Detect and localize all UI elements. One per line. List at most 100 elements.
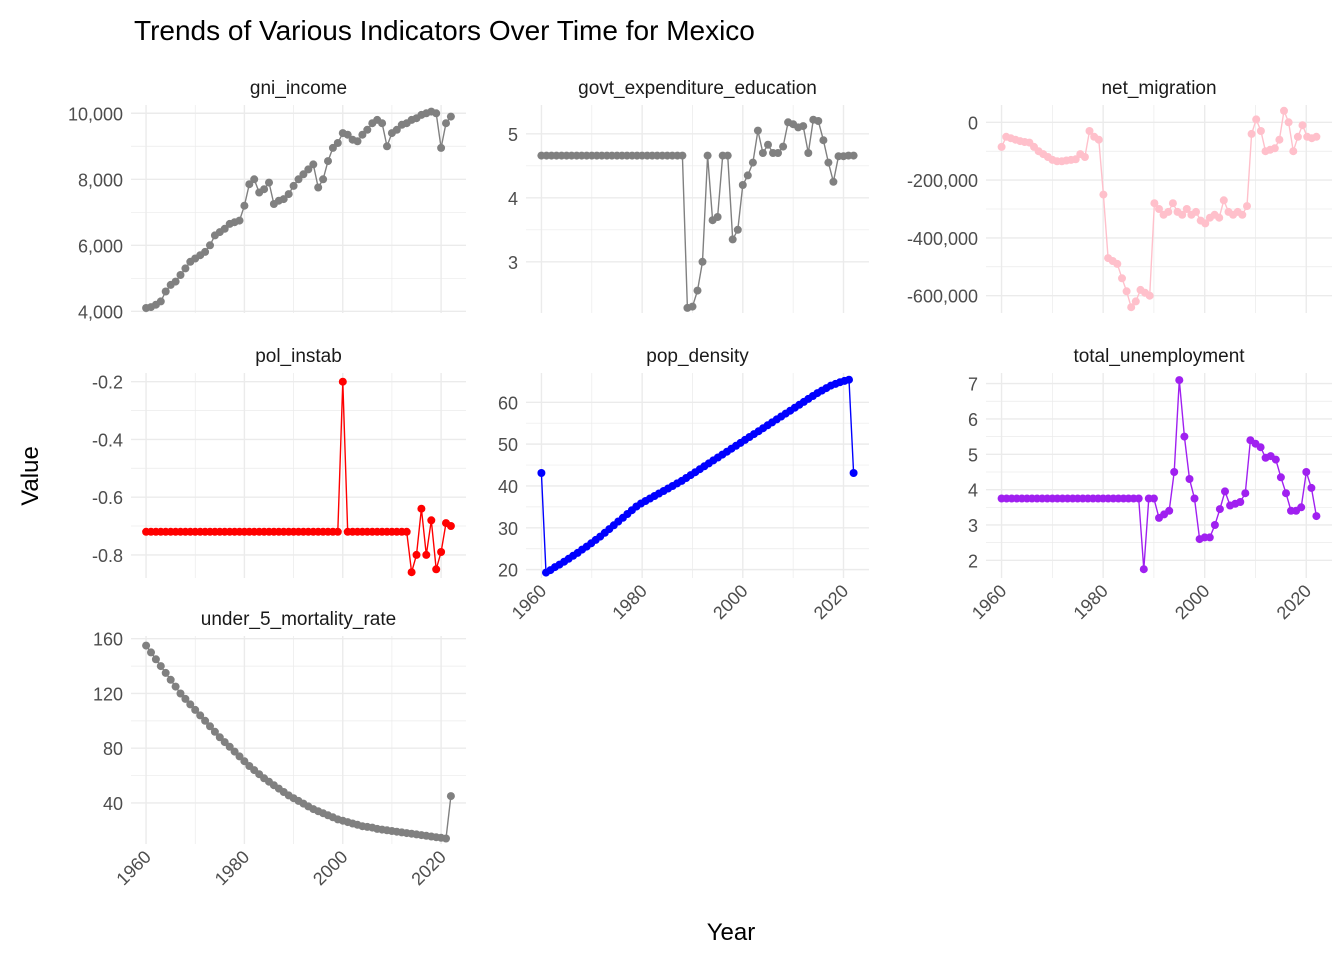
data-point bbox=[1205, 533, 1214, 542]
data-point bbox=[265, 178, 273, 187]
data-point bbox=[156, 662, 165, 671]
data-point bbox=[245, 180, 254, 189]
data-point bbox=[210, 727, 219, 736]
data-point bbox=[829, 177, 838, 186]
data-point bbox=[819, 136, 828, 145]
panel-title: gni_income bbox=[250, 78, 347, 99]
data-point bbox=[537, 469, 546, 477]
data-point bbox=[176, 271, 185, 279]
data-point bbox=[1312, 132, 1321, 141]
data-point bbox=[328, 143, 337, 152]
y-tick-label: 40 bbox=[498, 477, 518, 497]
data-point bbox=[1238, 210, 1247, 219]
panel-title: total_unemployment bbox=[1073, 346, 1245, 367]
data-point bbox=[678, 151, 687, 160]
data-point bbox=[1185, 475, 1194, 483]
data-point bbox=[171, 277, 180, 286]
data-point bbox=[1247, 129, 1256, 138]
data-point bbox=[383, 142, 391, 151]
data-point bbox=[713, 213, 722, 221]
data-point bbox=[1284, 118, 1293, 127]
data-point bbox=[235, 752, 244, 761]
data-point bbox=[402, 527, 411, 536]
data-point bbox=[442, 119, 450, 128]
data-point bbox=[1236, 498, 1245, 506]
data-point bbox=[1302, 468, 1311, 476]
y-tick-label: 5 bbox=[968, 445, 978, 465]
data-point bbox=[279, 195, 288, 204]
data-point bbox=[215, 733, 224, 742]
data-point bbox=[693, 286, 702, 295]
data-point bbox=[1150, 199, 1159, 208]
y-tick-label: 8,000 bbox=[78, 170, 123, 190]
y-tick-label: -200,000 bbox=[907, 171, 978, 191]
data-point bbox=[1298, 121, 1307, 130]
data-point bbox=[437, 548, 446, 556]
data-point bbox=[1243, 202, 1251, 211]
y-tick-label: -0.2 bbox=[92, 373, 123, 393]
data-point bbox=[289, 181, 298, 190]
y-tick-label: 6,000 bbox=[78, 236, 123, 256]
data-point bbox=[799, 122, 808, 131]
data-point bbox=[196, 711, 205, 720]
data-point bbox=[363, 125, 372, 134]
data-point bbox=[764, 140, 772, 149]
y-tick-label: -0.6 bbox=[92, 488, 123, 508]
data-point bbox=[417, 504, 426, 513]
data-point bbox=[1215, 505, 1224, 514]
data-point bbox=[294, 175, 303, 184]
data-point bbox=[814, 117, 823, 125]
y-tick-label: 40 bbox=[103, 794, 123, 814]
data-point bbox=[1118, 274, 1126, 283]
data-point bbox=[314, 183, 323, 192]
data-point bbox=[1113, 259, 1122, 268]
data-point bbox=[181, 694, 190, 703]
data-point bbox=[1127, 303, 1136, 312]
data-point bbox=[225, 742, 234, 751]
data-point bbox=[1270, 144, 1279, 153]
data-point bbox=[849, 469, 858, 477]
data-point bbox=[1256, 443, 1265, 452]
data-point bbox=[703, 151, 712, 160]
data-point bbox=[186, 700, 195, 709]
data-point bbox=[1275, 135, 1284, 144]
data-point bbox=[1221, 487, 1229, 496]
data-point bbox=[171, 682, 180, 691]
y-tick-label: 7 bbox=[968, 375, 978, 395]
data-point bbox=[1094, 135, 1103, 144]
y-tick-label: -400,000 bbox=[907, 229, 978, 249]
data-point bbox=[824, 158, 833, 167]
y-tick-label: 50 bbox=[498, 435, 518, 455]
data-point bbox=[206, 241, 214, 250]
y-tick-label: 80 bbox=[103, 739, 123, 759]
data-point bbox=[220, 224, 229, 233]
data-point bbox=[1282, 489, 1290, 498]
data-point bbox=[1178, 210, 1187, 219]
data-point bbox=[1201, 219, 1210, 228]
y-tick-label: 4 bbox=[508, 189, 518, 209]
panel-title: under_5_mortality_rate bbox=[201, 609, 396, 630]
data-point bbox=[748, 158, 757, 167]
data-point bbox=[698, 257, 707, 266]
data-point bbox=[1271, 455, 1280, 464]
panel-govt-expenditure-education: 3 4 5 govt_expenditure_education bbox=[508, 78, 869, 313]
y-tick-label: 4 bbox=[968, 481, 978, 501]
data-point bbox=[1149, 494, 1158, 503]
data-point bbox=[166, 675, 175, 684]
data-point bbox=[161, 287, 170, 296]
y-tick-label: 10,000 bbox=[68, 104, 123, 124]
data-point bbox=[743, 171, 752, 180]
data-point bbox=[201, 247, 210, 256]
data-point bbox=[304, 165, 313, 174]
data-point bbox=[1170, 468, 1179, 476]
data-point bbox=[1280, 106, 1288, 115]
y-tick-label: 3 bbox=[508, 253, 518, 273]
data-point bbox=[1131, 297, 1140, 306]
data-point bbox=[147, 648, 155, 657]
data-point bbox=[738, 181, 747, 189]
y-axis-title: Value bbox=[17, 446, 44, 506]
panel-net-migration: -600,000 -400,000 -200,000 0 net_migration bbox=[907, 78, 1332, 313]
data-point bbox=[427, 516, 436, 525]
y-tick-label: 2 bbox=[968, 551, 978, 571]
y-tick-label: -0.4 bbox=[92, 430, 123, 450]
